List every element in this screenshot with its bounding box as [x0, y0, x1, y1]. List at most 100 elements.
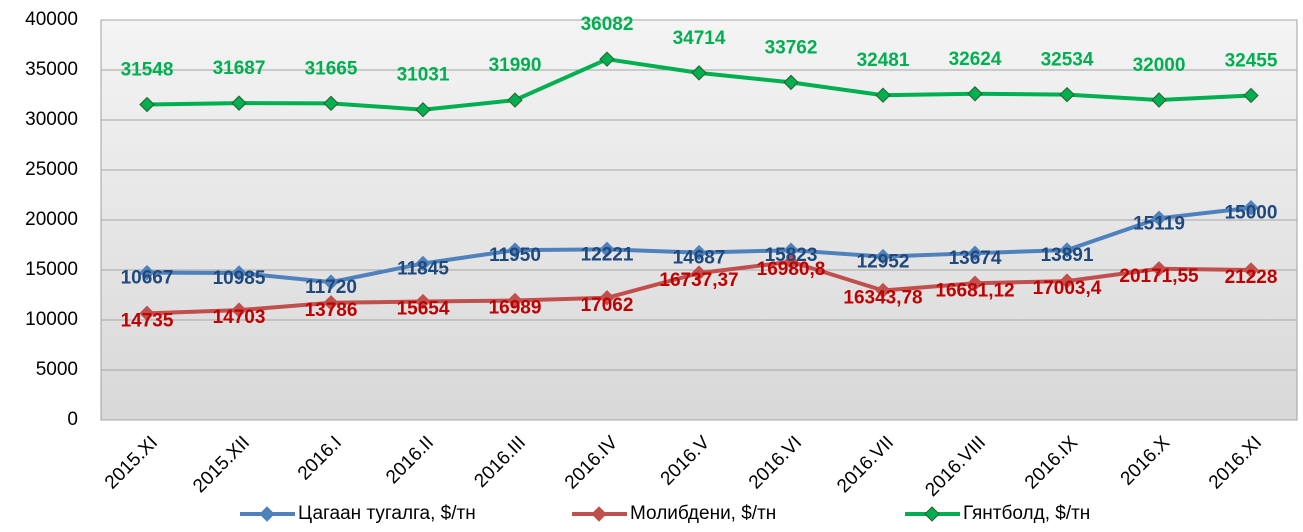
data-label: 12952	[857, 252, 910, 273]
y-tick-label: 10000	[25, 309, 78, 330]
x-tick-label: 2016.IX	[1021, 432, 1082, 493]
data-label: 16989	[489, 298, 542, 319]
x-tick-label: 2016.V	[657, 432, 715, 490]
marker	[691, 244, 707, 261]
x-tick-label: 2016.II	[382, 432, 438, 488]
marker	[1059, 273, 1075, 289]
marker	[691, 265, 707, 281]
marker	[1151, 261, 1167, 277]
marker	[1059, 242, 1075, 258]
x-tick-label: 2016.VI	[745, 432, 806, 493]
data-label: 13786	[305, 300, 358, 321]
marker	[783, 74, 799, 91]
marker	[1151, 92, 1167, 108]
data-label: 34714	[673, 28, 726, 49]
data-label: 13674	[949, 248, 1002, 269]
legend-marker	[259, 506, 275, 522]
legend-label: Гянтболд, $/тн	[963, 503, 1090, 524]
data-label: 31548	[121, 60, 174, 81]
y-tick-label: 0	[67, 409, 78, 430]
x-tick-label: 2016.X	[1117, 432, 1175, 490]
data-label: 16343,78	[843, 287, 922, 308]
marker	[507, 242, 523, 258]
marker	[967, 86, 983, 102]
legend-marker	[924, 506, 940, 522]
marker	[323, 95, 339, 112]
marker	[139, 96, 155, 113]
y-tick-label: 25000	[25, 159, 78, 180]
data-label: 15000	[1225, 203, 1278, 224]
marker	[231, 265, 247, 281]
data-label: 15654	[397, 299, 450, 320]
data-label: 15823	[765, 245, 818, 266]
data-label: 10985	[213, 268, 266, 289]
data-label: 11720	[305, 277, 357, 298]
x-tick-label: 2016.I	[294, 432, 346, 484]
marker	[875, 248, 891, 265]
data-label: 14687	[673, 248, 726, 269]
data-label: 13891	[1041, 245, 1094, 266]
marker	[599, 290, 615, 306]
data-label: 10667	[121, 268, 174, 289]
data-label: 31031	[397, 65, 450, 86]
x-tick-label: 2016.IV	[561, 432, 622, 493]
data-label: 16737,37	[659, 270, 738, 291]
data-label: 11950	[489, 245, 541, 266]
data-label: 33762	[765, 37, 818, 58]
marker	[139, 305, 155, 322]
legend-label: Цагаан тугалга, $/тн	[298, 503, 476, 524]
marker	[967, 275, 983, 291]
marker	[323, 295, 339, 311]
data-label: 32624	[949, 49, 1002, 70]
data-label: 14735	[121, 310, 174, 331]
marker	[875, 282, 891, 299]
y-tick-label: 30000	[25, 109, 78, 130]
data-label: 31990	[489, 55, 542, 76]
x-tick-label: 2016.XI	[1205, 432, 1266, 493]
y-tick-label: 5000	[36, 359, 78, 380]
marker	[507, 92, 523, 108]
marker	[1151, 210, 1167, 226]
data-label: 17003,4	[1033, 278, 1102, 299]
data-label: 32534	[1041, 50, 1094, 71]
data-label: 36082	[581, 14, 634, 35]
data-label: 32455	[1225, 50, 1278, 71]
data-label: 12221	[581, 244, 634, 265]
marker	[1243, 200, 1259, 216]
data-label: 32481	[857, 50, 910, 71]
marker	[231, 95, 247, 111]
marker	[599, 51, 615, 67]
legend-label: Молибдени, $/тн	[630, 503, 776, 524]
marker	[415, 101, 431, 118]
data-label: 31687	[213, 58, 266, 79]
y-tick-label: 40000	[25, 9, 78, 30]
data-label: 14703	[213, 307, 266, 328]
data-label: 11845	[397, 258, 449, 279]
y-tick-label: 20000	[25, 209, 78, 230]
marker	[415, 255, 431, 272]
marker	[139, 264, 155, 281]
marker	[415, 293, 431, 310]
marker	[507, 292, 523, 309]
y-tick-label: 15000	[25, 259, 78, 280]
marker	[599, 241, 615, 258]
marker	[323, 274, 339, 290]
data-label: 16980,8	[757, 259, 826, 280]
x-tick-label: 2015.XII	[189, 432, 254, 497]
data-label: 20171,55	[1119, 266, 1199, 287]
legend-marker	[591, 506, 607, 522]
marker	[875, 87, 891, 103]
y-tick-label: 35000	[25, 59, 78, 80]
marker	[1243, 87, 1259, 104]
marker	[967, 245, 983, 261]
data-label: 15119	[1133, 213, 1185, 234]
x-tick-label: 2016.III	[470, 432, 530, 492]
data-label: 21228	[1225, 267, 1278, 288]
x-tick-label: 2016.VII	[833, 432, 898, 497]
marker	[691, 65, 707, 81]
marker	[1243, 262, 1259, 278]
data-label: 31665	[305, 58, 358, 79]
x-tick-label: 2015.XI	[101, 432, 162, 493]
data-label: 17062	[581, 295, 634, 316]
